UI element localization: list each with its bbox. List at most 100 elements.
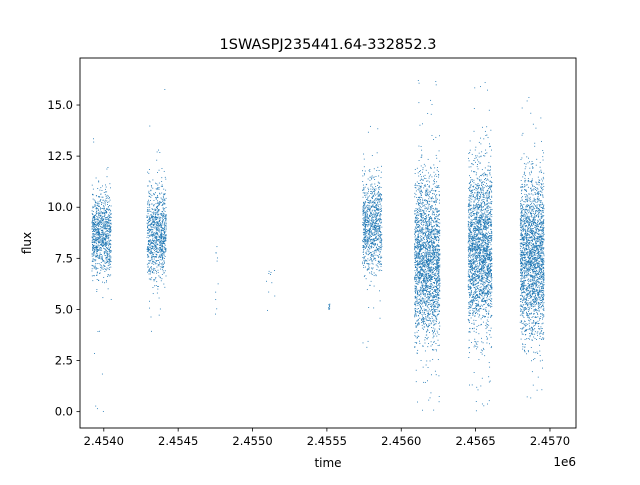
data-point	[427, 336, 429, 338]
data-point	[156, 243, 158, 245]
data-point	[158, 187, 160, 189]
data-point	[414, 335, 416, 337]
data-point	[421, 203, 423, 205]
data-point	[161, 257, 163, 258]
data-point	[418, 294, 420, 296]
data-point	[148, 232, 150, 234]
data-point	[106, 191, 108, 193]
data-point	[426, 216, 428, 218]
data-point	[104, 271, 106, 272]
data-point	[363, 256, 365, 258]
data-point	[159, 240, 160, 242]
data-point	[100, 220, 102, 222]
data-point	[418, 313, 420, 315]
data-point	[428, 193, 430, 195]
data-point	[92, 241, 94, 243]
data-point	[150, 279, 152, 281]
data-point	[151, 216, 153, 217]
data-point	[378, 219, 379, 221]
data-point	[158, 222, 160, 224]
data-point	[479, 297, 481, 299]
data-point	[419, 171, 420, 172]
data-point	[422, 311, 424, 313]
data-point	[372, 195, 374, 197]
data-point	[107, 248, 109, 249]
data-point	[374, 222, 376, 224]
data-point	[105, 280, 107, 282]
data-point	[435, 294, 437, 296]
data-point	[439, 277, 441, 279]
data-point	[469, 245, 471, 247]
data-point	[150, 196, 152, 198]
data-point	[160, 280, 162, 282]
data-point	[329, 303, 331, 305]
data-point	[414, 267, 416, 269]
data-point	[416, 274, 418, 276]
data-point	[380, 240, 382, 242]
data-point	[92, 224, 94, 225]
data-point	[93, 222, 95, 224]
data-point	[426, 207, 428, 209]
data-point	[374, 207, 375, 209]
data-point	[423, 318, 424, 320]
data-point	[153, 223, 155, 225]
data-point	[374, 258, 376, 260]
data-point	[101, 223, 103, 225]
data-point	[102, 232, 104, 234]
data-point	[100, 248, 102, 250]
data-point	[367, 187, 369, 189]
data-point	[417, 211, 418, 213]
data-point	[150, 243, 152, 245]
data-point	[438, 269, 440, 271]
data-point	[108, 214, 110, 216]
data-point	[436, 221, 438, 223]
data-point	[428, 229, 430, 231]
data-point	[377, 198, 379, 200]
data-point	[102, 260, 104, 262]
data-point	[376, 223, 378, 224]
data-point	[367, 224, 369, 226]
data-point	[435, 233, 437, 235]
data-point	[436, 255, 438, 257]
data-point	[423, 239, 425, 241]
data-point	[377, 249, 378, 250]
data-point	[426, 228, 427, 230]
data-point	[422, 215, 424, 216]
data-point	[419, 254, 421, 256]
data-point	[154, 223, 156, 225]
data-point	[436, 185, 438, 187]
data-point	[159, 245, 161, 247]
data-point	[415, 369, 417, 371]
data-point	[94, 231, 96, 232]
data-point	[371, 220, 373, 222]
data-point	[377, 185, 379, 186]
data-point	[428, 312, 429, 314]
data-point	[428, 231, 430, 233]
data-point	[147, 266, 149, 268]
data-point	[432, 300, 434, 302]
data-point	[438, 238, 440, 240]
data-point	[164, 232, 166, 234]
data-point	[102, 212, 104, 214]
data-point	[418, 185, 420, 187]
data-point	[148, 262, 149, 264]
data-point	[418, 175, 420, 177]
data-point	[422, 264, 424, 265]
data-point	[151, 203, 153, 205]
data-point	[418, 221, 420, 223]
data-point	[107, 228, 109, 230]
data-point	[433, 295, 435, 296]
data-point	[426, 245, 427, 247]
data-point	[429, 217, 431, 219]
data-point	[417, 324, 419, 326]
data-point	[374, 193, 375, 195]
data-point	[437, 302, 439, 304]
data-point	[371, 175, 373, 177]
data-point	[377, 209, 379, 211]
data-point	[158, 149, 159, 151]
data-point	[417, 260, 419, 262]
data-point	[149, 243, 151, 245]
data-point	[99, 240, 101, 242]
data-point	[420, 300, 422, 302]
data-point	[147, 255, 149, 257]
